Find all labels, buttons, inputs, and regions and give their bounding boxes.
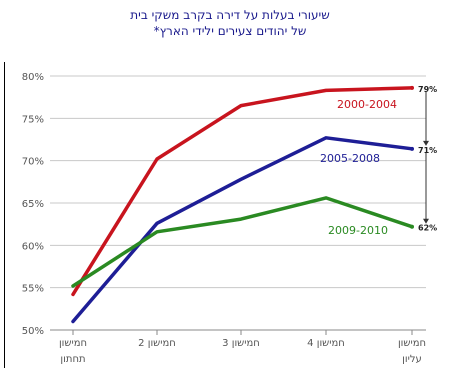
y-tick-label: 60% [22, 241, 44, 252]
end-value-label: 62% [418, 224, 437, 233]
end-point [410, 85, 414, 90]
drop-arrowhead [423, 140, 429, 146]
y-tick-label: 55% [22, 284, 44, 295]
end-value-label: 71% [418, 146, 437, 155]
chart-title: שיעורי בעלות על דירה בקרב משקי בית [130, 8, 330, 22]
chart-frame-edge [4, 62, 5, 368]
y-tick-label: 50% [22, 326, 44, 337]
y-tick-label: 80% [22, 72, 44, 83]
y-tick-label: 75% [22, 114, 44, 125]
x-tick-label: חמישון [398, 338, 426, 349]
series-line [71, 196, 414, 288]
series-line [71, 136, 414, 324]
x-tick-label: תחתון [60, 354, 85, 365]
drop-arrowhead [423, 218, 429, 224]
x-tick-label: עליון [402, 354, 422, 365]
x-tick-label: חמישון 4 [307, 338, 345, 349]
y-tick-label: 65% [22, 199, 44, 210]
x-tick-label: חמישון 2 [138, 338, 176, 349]
end-point [410, 146, 414, 151]
series-label: 2000-2004 [337, 98, 397, 111]
chart-subtitle: של יהודים צעירים ילידי הארץ* [153, 24, 307, 38]
end-value-label: 79% [418, 85, 437, 94]
x-tick-label: חמישון 3 [222, 338, 260, 349]
series-line [71, 86, 414, 297]
end-point [410, 224, 414, 229]
y-tick-label: 70% [22, 157, 44, 168]
x-tick-label: חמישון [59, 338, 87, 349]
series-label: 2005-2008 [320, 152, 380, 165]
series-label: 2009-2010 [328, 224, 388, 237]
